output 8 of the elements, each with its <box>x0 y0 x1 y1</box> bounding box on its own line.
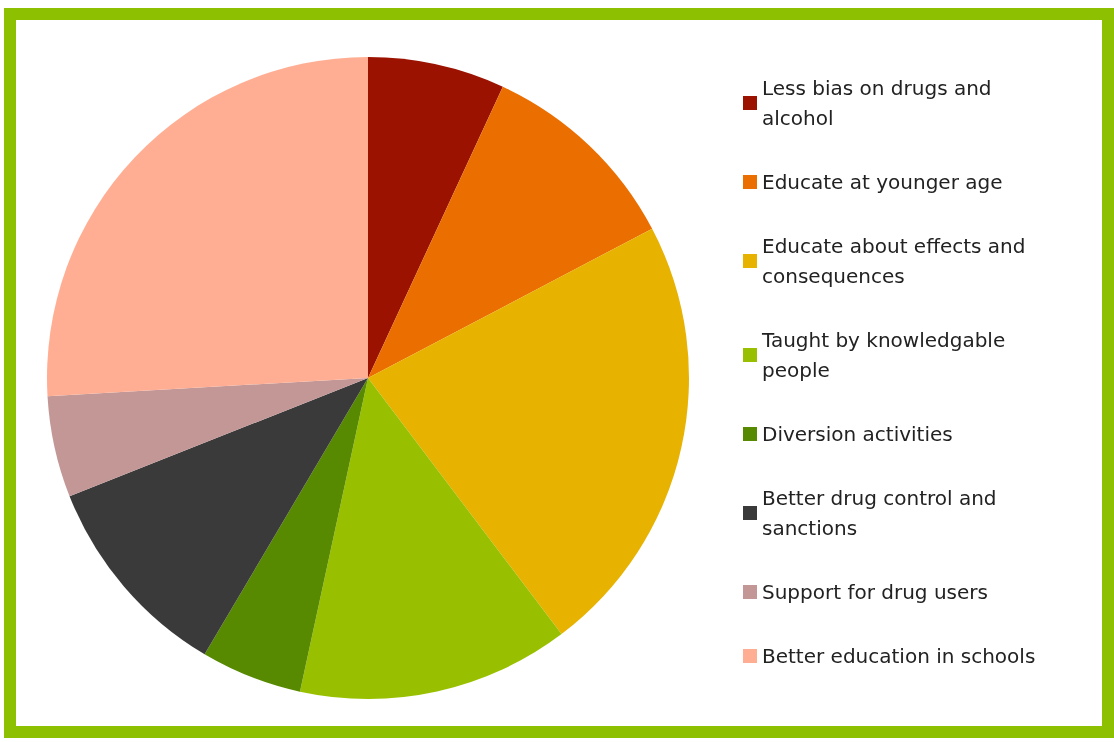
legend-label: Better drug control and sanctions <box>762 486 1003 540</box>
legend-label: Better education in schools <box>762 644 1036 668</box>
legend-label: Taught by knowledgable people <box>761 328 1012 382</box>
legend-label: Support for drug users <box>762 580 988 604</box>
legend-label: Educate about effects and consequences <box>762 234 1032 288</box>
legend-label: Educate at younger age <box>762 170 1003 194</box>
legend-label: Less bias on drugs and alcohol <box>762 76 998 130</box>
legend-label: Diversion activities <box>762 422 953 446</box>
